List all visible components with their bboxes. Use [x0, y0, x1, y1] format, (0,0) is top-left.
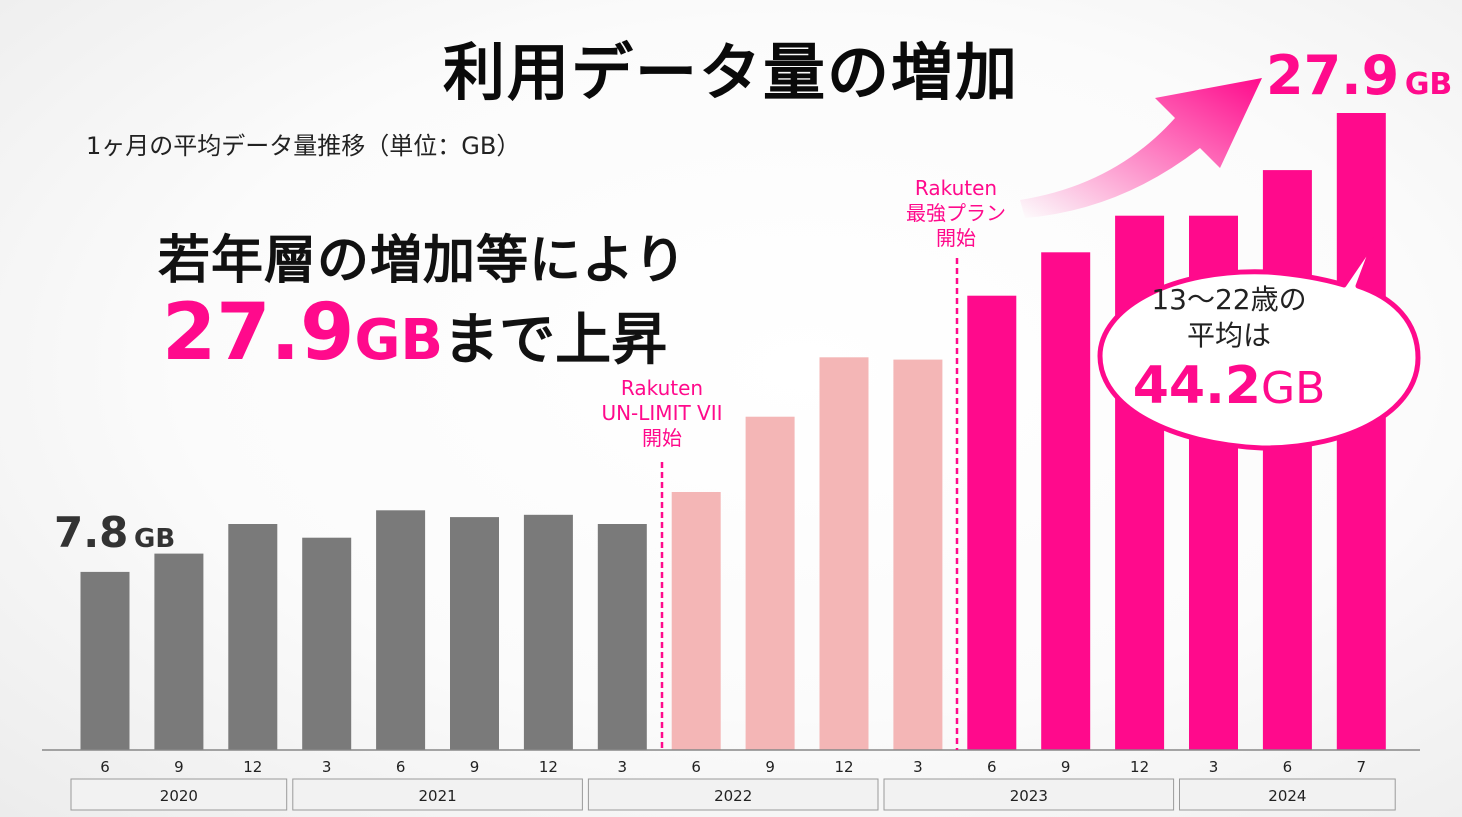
page-title: 利用データ量の増加: [442, 36, 1019, 109]
event-line: Rakuten: [620, 376, 704, 400]
bar-12: [893, 359, 943, 750]
first-value-label: 7.8 GB: [54, 508, 175, 557]
event-line: 最強プラン: [906, 201, 1006, 225]
year-box: [883, 778, 1175, 811]
bar-1: [80, 571, 130, 750]
bubble-value: 44.2: [1132, 356, 1262, 416]
bubble-line2: 平均は: [1186, 319, 1271, 352]
last-value: 27.9: [1266, 44, 1400, 107]
year-box: [587, 778, 879, 811]
x-tick-label: 6: [396, 758, 406, 776]
year-label: 2023: [1010, 787, 1048, 805]
bar-8: [597, 524, 647, 750]
year-label: 2020: [160, 787, 198, 805]
bar-7: [523, 514, 573, 750]
x-tick-label: 12: [1130, 758, 1149, 776]
event-line: Rakuten: [914, 176, 998, 200]
bar-4: [302, 537, 352, 750]
x-tick-label: 6: [1283, 758, 1293, 776]
bar-14: [1041, 252, 1091, 751]
x-tick-label: 12: [539, 758, 558, 776]
speech-bubble: [1097, 235, 1421, 451]
first-value: 7.8: [54, 508, 129, 557]
x-tick-label: 6: [100, 758, 110, 776]
bubble-text: 13～22歳の 平均は 44.2GB: [1110, 282, 1348, 416]
headline-line1: 若年層の増加等により: [158, 231, 687, 291]
x-tick-label: 6: [987, 758, 997, 776]
bar-17: [1262, 170, 1312, 751]
headline-rest: まで上昇: [443, 308, 668, 373]
bubble-unit: GB: [1261, 363, 1326, 414]
x-tick-label: 3: [913, 758, 923, 776]
year-label: 2024: [1268, 787, 1306, 805]
year-label: 2022: [714, 787, 752, 805]
bar-9: [671, 492, 721, 750]
x-tick-label: 9: [470, 758, 480, 776]
bubble-line1: 13～22歳の: [1151, 283, 1307, 316]
bar-13: [967, 295, 1017, 750]
last-unit: GB: [1404, 67, 1453, 102]
event-line: 開始: [642, 426, 682, 450]
x-tick-label: 9: [765, 758, 775, 776]
bubble-value-line: 44.2GB: [1110, 356, 1348, 416]
year-box: [70, 778, 288, 811]
x-tick-label: 3: [322, 758, 332, 776]
year-box: [292, 778, 583, 811]
bar-11: [819, 357, 869, 750]
x-tick-label: 7: [1357, 758, 1367, 776]
first-unit: GB: [133, 524, 176, 554]
x-tick-label: 3: [618, 758, 628, 776]
event-unlimit-label: Rakuten UN-LIMIT VII 開始: [582, 376, 742, 451]
bar-3: [228, 524, 278, 750]
bar-5: [376, 510, 426, 750]
year-box: [1179, 778, 1396, 811]
bar-10: [745, 416, 795, 750]
x-tick-label: 3: [1209, 758, 1219, 776]
x-tick-label: 12: [834, 758, 853, 776]
bar-2: [154, 553, 204, 750]
headline-line2: 27.9GBまで上昇: [162, 288, 667, 378]
x-tick-label: 9: [1061, 758, 1071, 776]
x-tick-label: 12: [243, 758, 262, 776]
event-saikyo-label: Rakuten 最強プラン 開始: [876, 176, 1036, 251]
event-line: UN-LIMIT VII: [601, 401, 723, 425]
last-value-label: 27.9 GB: [1266, 44, 1452, 107]
growth-arrow-icon: [1020, 78, 1262, 218]
x-tick-label: 6: [691, 758, 701, 776]
bar-6: [450, 517, 499, 750]
event-line: 開始: [936, 226, 976, 250]
headline-value: 27.9: [162, 288, 355, 378]
x-tick-label: 9: [174, 758, 184, 776]
headline-unit: GB: [354, 308, 444, 373]
year-label: 2021: [419, 787, 457, 805]
chart-subtitle: 1ヶ月の平均データ量推移（単位：GB）: [86, 132, 521, 160]
